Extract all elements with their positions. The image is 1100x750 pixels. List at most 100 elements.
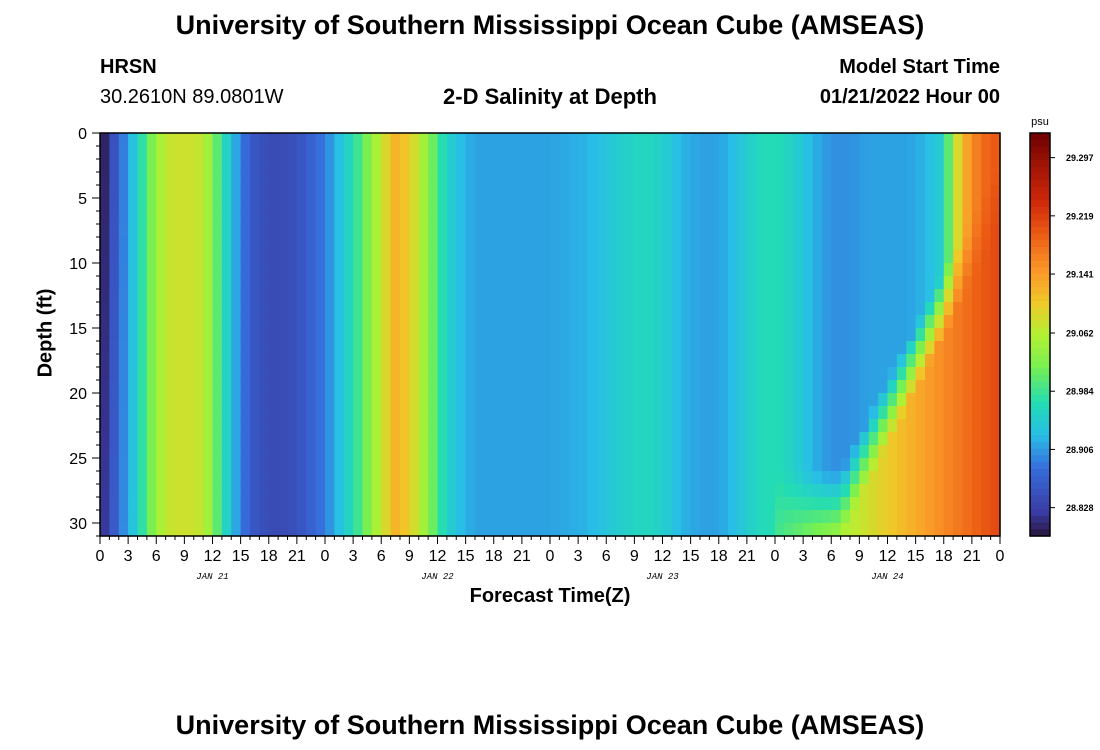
heatmap-cell	[784, 497, 795, 511]
heatmap-cell	[146, 198, 157, 212]
heatmap-cell	[156, 354, 167, 368]
heatmap-cell	[859, 224, 870, 238]
heatmap-cell	[128, 263, 139, 277]
heatmap-cell	[175, 510, 185, 524]
heatmap-cell	[100, 367, 110, 381]
heatmap-cell	[325, 393, 335, 407]
heatmap-cell	[775, 510, 785, 524]
heatmap-cell	[212, 263, 223, 277]
heatmap-cell	[371, 328, 382, 342]
heatmap-cell	[878, 302, 889, 316]
heatmap-cell	[587, 380, 598, 394]
heatmap-cell	[925, 237, 935, 251]
heatmap-cell	[925, 263, 935, 277]
heatmap-cell	[137, 315, 148, 329]
heatmap-cell	[559, 497, 570, 511]
heatmap-cell	[381, 497, 392, 511]
heatmap-cell	[962, 211, 973, 225]
x-tick-label: 15	[907, 548, 925, 565]
heatmap-cell	[625, 367, 635, 381]
heatmap-cell	[718, 159, 729, 173]
heatmap-cell	[906, 276, 917, 290]
heatmap-cell	[428, 510, 439, 524]
heatmap-cell	[325, 198, 335, 212]
heatmap-cell	[990, 302, 1001, 316]
heatmap-cell	[212, 380, 223, 394]
heatmap-cell	[512, 263, 523, 277]
x-tick-label: 0	[771, 548, 780, 565]
heatmap-cell	[831, 224, 842, 238]
heatmap-cell	[212, 185, 223, 199]
heatmap-cell	[896, 484, 907, 498]
heatmap-cell	[718, 458, 729, 472]
heatmap-cell	[690, 341, 701, 355]
heatmap-cell	[709, 523, 720, 537]
heatmap-cell	[409, 458, 420, 472]
heatmap-cell	[428, 250, 439, 264]
heatmap-cell	[728, 172, 739, 186]
heatmap-cell	[212, 471, 223, 485]
heatmap-cell	[353, 484, 364, 498]
heatmap-cell	[831, 458, 842, 472]
heatmap-cell	[850, 237, 860, 251]
heatmap-cell	[390, 380, 401, 394]
heatmap-cell	[859, 445, 870, 459]
heatmap-cell	[390, 159, 401, 173]
heatmap-cell	[418, 419, 429, 433]
heatmap-cell	[268, 445, 279, 459]
heatmap-cell	[681, 211, 692, 225]
heatmap-cell	[212, 419, 223, 433]
heatmap-cell	[653, 367, 664, 381]
heatmap-cell	[587, 289, 598, 303]
heatmap-cell	[953, 406, 964, 420]
heatmap-cell	[615, 354, 626, 368]
heatmap-cell	[906, 302, 917, 316]
heatmap-cell	[821, 172, 832, 186]
heatmap-cell	[803, 237, 814, 251]
heatmap-cell	[175, 302, 185, 316]
heatmap-cell	[156, 367, 167, 381]
heatmap-cell	[746, 497, 757, 511]
heatmap-cell	[212, 367, 223, 381]
heatmap-cell	[146, 302, 157, 316]
heatmap-cell	[737, 315, 748, 329]
heatmap-cell	[531, 393, 542, 407]
heatmap-cell	[587, 432, 598, 446]
heatmap-cell	[962, 302, 973, 316]
heatmap-cell	[231, 432, 242, 446]
heatmap-cell	[971, 250, 982, 264]
heatmap-cell	[934, 276, 945, 290]
heatmap-cell	[118, 497, 129, 511]
heatmap-cell	[465, 133, 476, 147]
heatmap-cell	[981, 315, 992, 329]
heatmap-cell	[625, 302, 635, 316]
heatmap-cell	[971, 367, 982, 381]
heatmap-cell	[137, 445, 148, 459]
page-title: University of Southern Mississippi Ocean…	[175, 10, 925, 40]
heatmap-cell	[184, 471, 195, 485]
heatmap-cell	[409, 315, 420, 329]
heatmap-cell	[915, 276, 926, 290]
heatmap-cell	[409, 289, 420, 303]
heatmap-cell	[812, 341, 823, 355]
heatmap-cell	[953, 445, 964, 459]
heatmap-cell	[418, 432, 429, 446]
heatmap-cell	[709, 302, 720, 316]
heatmap-cell	[296, 198, 307, 212]
heatmap-cell	[278, 302, 289, 316]
heatmap-cell	[278, 263, 289, 277]
heatmap-cell	[475, 458, 485, 472]
heatmap-cell	[728, 367, 739, 381]
heatmap-cell	[193, 250, 204, 264]
heatmap-cell	[456, 211, 467, 225]
heatmap-cell	[193, 393, 204, 407]
heatmap-cell	[971, 328, 982, 342]
heatmap-cell	[287, 250, 298, 264]
heatmap-cell	[381, 211, 392, 225]
heatmap-cell	[559, 354, 570, 368]
heatmap-cell	[681, 289, 692, 303]
heatmap-cell	[296, 484, 307, 498]
heatmap-cell	[156, 237, 167, 251]
heatmap-cell	[118, 211, 129, 225]
